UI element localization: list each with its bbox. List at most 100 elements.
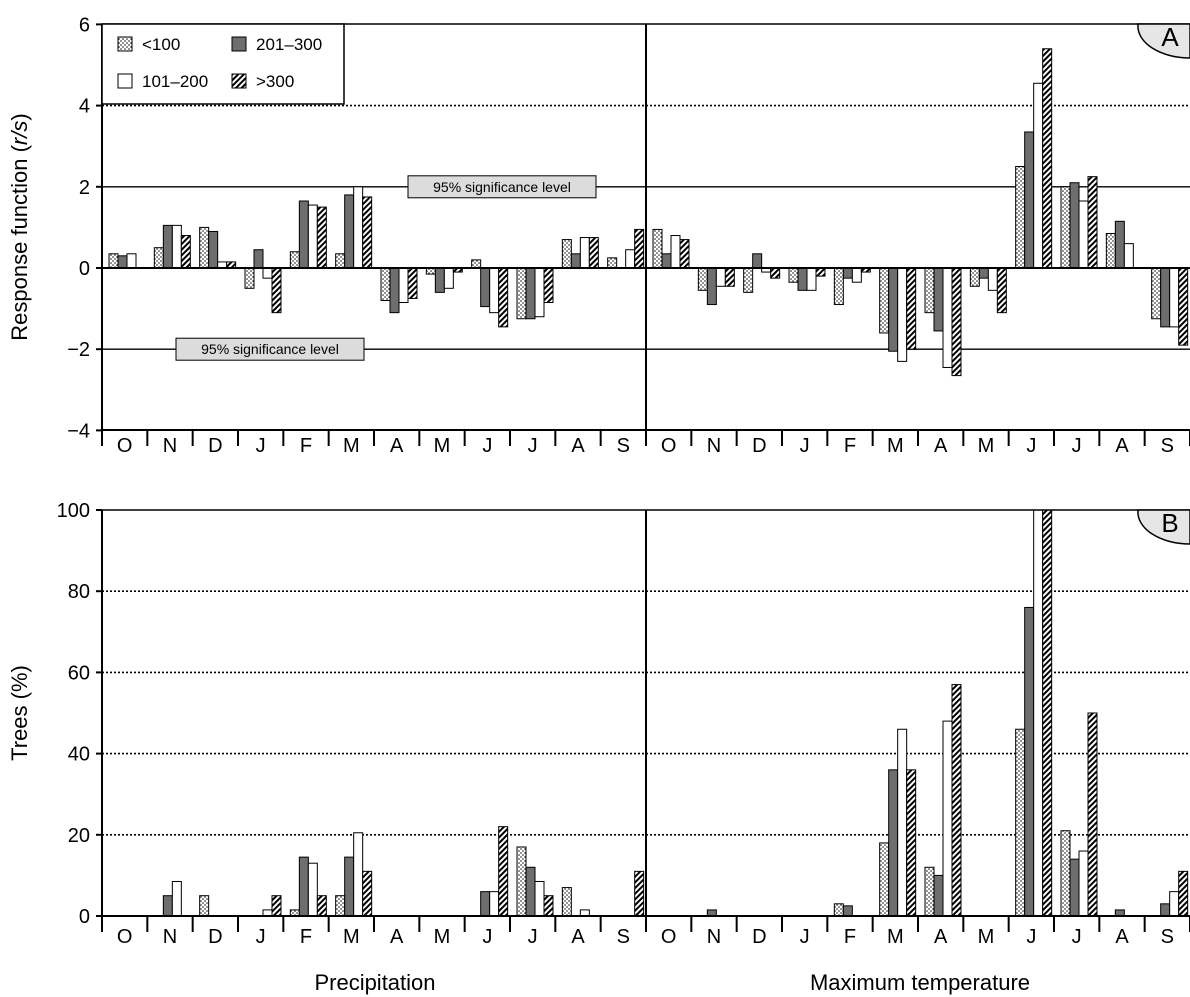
bar bbox=[670, 235, 681, 269]
bar bbox=[1105, 232, 1116, 269]
x-tick-label: D bbox=[752, 435, 766, 457]
x-tick-label: F bbox=[300, 435, 312, 457]
bar bbox=[1160, 267, 1171, 328]
bar bbox=[1123, 243, 1134, 269]
bar bbox=[724, 267, 735, 287]
bar bbox=[298, 200, 309, 269]
bar bbox=[661, 253, 672, 269]
bar bbox=[1024, 131, 1035, 269]
bar bbox=[407, 267, 418, 299]
x-tick-label: J bbox=[256, 435, 266, 457]
bar bbox=[1114, 220, 1125, 269]
bar bbox=[1087, 712, 1098, 917]
bar bbox=[316, 206, 327, 269]
bar bbox=[171, 224, 182, 269]
bar bbox=[879, 842, 890, 917]
bar bbox=[253, 249, 264, 269]
x-tick-label: J bbox=[528, 926, 538, 948]
panel-badge bbox=[1137, 509, 1190, 545]
y-axis-label-part: Response function ( bbox=[7, 144, 32, 340]
bar bbox=[842, 905, 853, 917]
x-tick-label: A bbox=[571, 926, 585, 948]
bar bbox=[679, 239, 690, 269]
bar bbox=[162, 895, 173, 917]
bars bbox=[108, 48, 1189, 917]
bar bbox=[108, 253, 119, 269]
bar bbox=[969, 267, 980, 287]
bar bbox=[978, 267, 989, 279]
bar bbox=[1033, 82, 1044, 269]
panel-label: B bbox=[1161, 508, 1178, 538]
x-tick-label: M bbox=[978, 435, 995, 457]
bar bbox=[888, 267, 899, 352]
bar bbox=[833, 903, 844, 917]
bar bbox=[480, 267, 491, 308]
labels: −4 −2 0 2 4 6 O N D J F M A M J J A S O N D J F M A M J J A S Response… bbox=[7, 14, 1190, 995]
bar bbox=[271, 267, 282, 314]
bar bbox=[1169, 267, 1180, 328]
bar bbox=[362, 196, 373, 269]
bar bbox=[516, 267, 527, 320]
significance-label: 95% significance level bbox=[201, 341, 339, 357]
bar bbox=[180, 235, 191, 269]
bar bbox=[199, 226, 210, 269]
bar bbox=[851, 267, 862, 283]
x-tick-label: F bbox=[844, 926, 856, 948]
x-tick-label: J bbox=[1072, 435, 1082, 457]
x-tick-label: A bbox=[934, 435, 948, 457]
x-tick-label: A bbox=[571, 435, 585, 457]
x-tick-label: S bbox=[1161, 926, 1174, 948]
bar bbox=[534, 880, 545, 917]
bar bbox=[788, 267, 799, 283]
bar bbox=[1033, 509, 1044, 917]
y-axis-label: Response function (r/s) bbox=[7, 113, 32, 340]
bar bbox=[933, 874, 944, 917]
y-tick-label: 60 bbox=[68, 662, 90, 684]
bar bbox=[996, 267, 1007, 314]
bar bbox=[489, 267, 500, 314]
bar bbox=[244, 267, 255, 289]
x-tick-label: J bbox=[800, 926, 810, 948]
bar bbox=[752, 253, 763, 269]
legend-box bbox=[101, 23, 345, 105]
bar bbox=[307, 204, 318, 269]
bar bbox=[924, 866, 935, 917]
bar bbox=[480, 891, 491, 917]
bar bbox=[307, 862, 318, 917]
bar bbox=[525, 866, 536, 917]
bar bbox=[897, 267, 908, 362]
legend-swatch bbox=[117, 73, 133, 89]
bar bbox=[897, 728, 908, 917]
bar bbox=[1060, 830, 1071, 917]
x-tick-label: M bbox=[887, 926, 904, 948]
y-axis-label-part: r/s bbox=[7, 121, 32, 145]
bar bbox=[362, 870, 373, 917]
bar bbox=[534, 267, 545, 318]
y-tick-label: −4 bbox=[67, 420, 90, 442]
x-tick-label: N bbox=[163, 435, 177, 457]
bar bbox=[1015, 166, 1026, 269]
x-tick-label: S bbox=[1161, 435, 1174, 457]
bar bbox=[1015, 728, 1026, 917]
bar bbox=[1151, 267, 1162, 320]
legend-label: <100 bbox=[142, 35, 180, 54]
y-tick-label: 0 bbox=[79, 906, 90, 928]
bar bbox=[344, 194, 355, 269]
bar bbox=[561, 239, 572, 269]
bar bbox=[570, 253, 581, 269]
bar bbox=[543, 267, 554, 304]
bar bbox=[262, 267, 273, 279]
bar bbox=[951, 267, 962, 377]
bar bbox=[543, 895, 554, 917]
legend-label: >300 bbox=[256, 72, 294, 91]
bar bbox=[398, 267, 409, 304]
bar bbox=[162, 224, 173, 269]
bar bbox=[1078, 850, 1089, 917]
x-tick-label: O bbox=[661, 435, 677, 457]
x-tick-label: J bbox=[482, 435, 492, 457]
bar bbox=[335, 253, 346, 269]
x-tick-label: N bbox=[707, 435, 721, 457]
bar bbox=[833, 267, 844, 306]
bar bbox=[1069, 182, 1080, 269]
